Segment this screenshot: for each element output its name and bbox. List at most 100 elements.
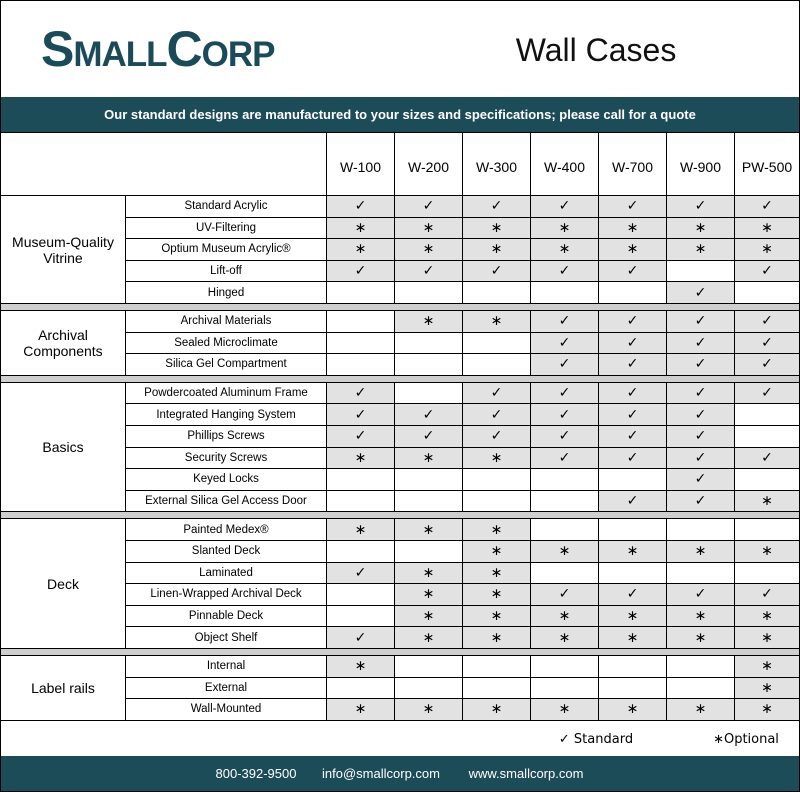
feature-cell: ∗ (735, 656, 799, 678)
feature-cell (395, 656, 463, 678)
feature-label: Archival Materials (126, 311, 327, 333)
feature-cell: ✓ (395, 260, 463, 283)
feature-cell: ∗ (395, 447, 463, 470)
feature-cell: ∗ (531, 217, 599, 240)
feature-cell: ✓ (531, 332, 599, 355)
feature-cell: ✓ (463, 382, 531, 405)
feature-cell: ✓ (599, 196, 667, 218)
feature-cell: ∗ (463, 699, 531, 721)
group-separator (1, 303, 799, 311)
feature-cell (395, 382, 463, 405)
feature-label: Standard Acrylic (126, 196, 327, 218)
feature-cell: ✓ (599, 260, 667, 283)
feature-cell: ∗ (327, 699, 395, 721)
feature-cell: ∗ (667, 605, 735, 628)
feature-cell (395, 469, 463, 491)
feature-cell (327, 605, 395, 628)
feature-cell (667, 260, 735, 283)
footer-text: www.smallcorp.com (468, 766, 584, 781)
feature-cell: ∗ (463, 584, 531, 606)
feature-label: Keyed Locks (126, 469, 327, 491)
feature-cell: ∗ (463, 311, 531, 333)
column-header: W-900 (667, 132, 735, 196)
feature-cell: ∗ (667, 239, 735, 261)
feature-cell: ∗ (395, 584, 463, 606)
feature-cell: ✓ (395, 404, 463, 426)
column-header: W-300 (463, 132, 531, 196)
logo: SmallCorp (41, 21, 276, 77)
feature-cell: ✓ (395, 196, 463, 218)
feature-cell: ∗ (531, 605, 599, 628)
feature-cell: ∗ (667, 541, 735, 563)
feature-label: Optium Museum Acrylic® (126, 239, 327, 261)
feature-cell (531, 562, 599, 585)
feature-cell (531, 677, 599, 700)
feature-cell: ∗ (531, 541, 599, 563)
feature-label: Object Shelf (126, 627, 327, 649)
feature-cell: ✓ (327, 404, 395, 426)
feature-cell: ∗ (735, 217, 799, 240)
feature-cell: ∗ (599, 627, 667, 649)
feature-cell (463, 677, 531, 700)
feature-cell: ✓ (531, 404, 599, 426)
feature-cell: ✓ (667, 447, 735, 470)
feature-cell: ∗ (667, 699, 735, 721)
feature-cell: ∗ (463, 447, 531, 470)
feature-cell: ✓ (667, 196, 735, 218)
feature-cell: ✓ (599, 426, 667, 448)
feature-label: Laminated (126, 562, 327, 585)
feature-cell: ∗ (667, 217, 735, 240)
feature-label: External (126, 677, 327, 700)
feature-cell: ∗ (395, 699, 463, 721)
feature-cell (735, 404, 799, 426)
feature-label: Internal (126, 656, 327, 678)
feature-cell: ∗ (327, 656, 395, 678)
feature-cell: ✓ (531, 584, 599, 606)
feature-cell: ✓ (327, 382, 395, 405)
feature-cell (599, 282, 667, 304)
feature-cell: ✓ (327, 562, 395, 585)
feature-cell: ✓ (327, 627, 395, 649)
feature-label: Painted Medex® (126, 519, 327, 541)
feature-label: Sealed Microclimate (126, 332, 327, 355)
feature-label: Slanted Deck (126, 541, 327, 563)
feature-cell (395, 490, 463, 513)
feature-cell (531, 469, 599, 491)
feature-cell: ✓ (463, 404, 531, 426)
group-label: Basics (1, 382, 126, 513)
feature-cell (531, 656, 599, 678)
feature-cell: ∗ (463, 562, 531, 585)
feature-cell: ∗ (735, 677, 799, 700)
banner: Our standard designs are manufactured to… (1, 97, 799, 132)
feature-label: Security Screws (126, 447, 327, 470)
group-label: Label rails (1, 656, 126, 721)
feature-cell: ∗ (735, 605, 799, 628)
feature-cell: ∗ (735, 699, 799, 721)
feature-cell: ∗ (463, 217, 531, 240)
feature-cell (735, 426, 799, 448)
column-header: PW-500 (735, 132, 799, 196)
feature-cell (327, 282, 395, 304)
feature-label: UV-Filtering (126, 217, 327, 240)
feature-cell: ∗ (395, 627, 463, 649)
feature-cell (395, 282, 463, 304)
feature-cell: ✓ (531, 311, 599, 333)
feature-cell: ∗ (463, 627, 531, 649)
column-header: W-400 (531, 132, 599, 196)
feature-cell: ✓ (599, 311, 667, 333)
feature-cell: ∗ (395, 519, 463, 541)
feature-cell (395, 332, 463, 355)
feature-cell: ∗ (599, 239, 667, 261)
feature-cell: ✓ (327, 196, 395, 218)
feature-cell: ✓ (667, 404, 735, 426)
feature-cell (327, 490, 395, 513)
feature-cell (599, 519, 667, 541)
group-label: Museum-Quality Vitrine (1, 196, 126, 304)
feature-cell (463, 469, 531, 491)
feature-cell (463, 282, 531, 304)
header-blank (1, 132, 327, 196)
feature-cell: ✓ (531, 260, 599, 283)
column-header: W-200 (395, 132, 463, 196)
feature-cell (531, 490, 599, 513)
feature-cell (599, 469, 667, 491)
